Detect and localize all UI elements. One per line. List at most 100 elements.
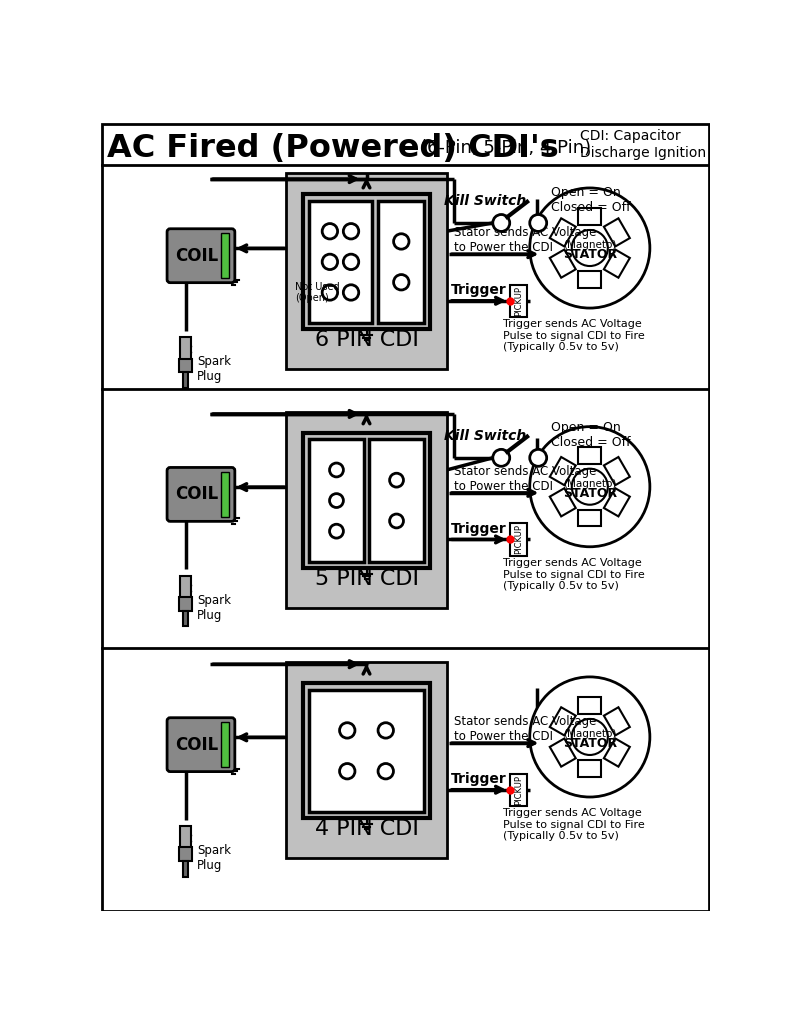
Circle shape [530, 677, 650, 797]
Text: Trigger sends AC Voltage
Pulse to signal CDI to Fire
(Typically 0.5v to 5v): Trigger sends AC Voltage Pulse to signal… [503, 319, 645, 352]
Text: Stator sends AC Voltage
to Power the CDI: Stator sends AC Voltage to Power the CDI [453, 715, 596, 743]
Text: Kill Switch: Kill Switch [444, 195, 526, 209]
Bar [221, 233, 229, 279]
Bar [578, 510, 601, 526]
Text: Kill Switch: Kill Switch [444, 429, 526, 443]
Circle shape [390, 473, 403, 487]
Bar [303, 683, 430, 818]
Bar [578, 208, 601, 225]
Circle shape [572, 230, 607, 266]
Text: Stator sends AC Voltage
to Power the CDI: Stator sends AC Voltage to Power the CDI [453, 465, 596, 493]
FancyBboxPatch shape [167, 467, 235, 521]
Bar [578, 760, 601, 776]
Text: Stator sends AC Voltage
to Power the CDI: Stator sends AC Voltage to Power the CDI [453, 226, 596, 254]
Text: STATOR: STATOR [562, 487, 617, 500]
Text: COIL: COIL [176, 247, 219, 265]
Circle shape [343, 223, 359, 239]
Bar [180, 358, 191, 373]
Bar [604, 708, 630, 735]
Bar [378, 201, 424, 324]
Text: CDI: Capacitor
Discharge Ignition: CDI: Capacitor Discharge Ignition [580, 129, 706, 160]
Circle shape [394, 274, 409, 290]
Bar [510, 523, 528, 556]
Bar [180, 337, 191, 360]
Text: Trigger: Trigger [451, 772, 507, 786]
Circle shape [493, 450, 509, 466]
Text: PICKUP: PICKUP [514, 286, 524, 315]
Bar [550, 488, 576, 516]
Bar [578, 697, 601, 714]
Text: Trigger sends AC Voltage
Pulse to signal CDI to Fire
(Typically 0.5v to 5v): Trigger sends AC Voltage Pulse to signal… [503, 808, 645, 842]
Circle shape [390, 514, 403, 528]
Bar [221, 722, 229, 767]
Bar [550, 218, 576, 247]
Text: COIL: COIL [176, 735, 219, 754]
Circle shape [330, 494, 343, 508]
Bar [550, 457, 576, 485]
Circle shape [322, 223, 338, 239]
Circle shape [330, 463, 343, 477]
Bar [286, 662, 448, 858]
Circle shape [378, 764, 393, 779]
Bar [180, 848, 191, 861]
Bar [604, 738, 630, 767]
Bar [578, 270, 601, 288]
Text: (Magneto): (Magneto) [563, 729, 616, 739]
Circle shape [572, 719, 607, 755]
Bar [221, 472, 229, 517]
Circle shape [322, 254, 338, 269]
Text: Open = On
Closed = Off: Open = On Closed = Off [551, 421, 631, 449]
Text: PICKUP: PICKUP [514, 775, 524, 805]
Bar [184, 373, 188, 388]
Text: Open = On
Closed = Off: Open = On Closed = Off [551, 186, 631, 214]
Text: Trigger: Trigger [451, 521, 507, 536]
Circle shape [530, 214, 547, 231]
Bar [604, 488, 630, 516]
Text: Not Used
(Open): Not Used (Open) [295, 282, 339, 303]
Bar [510, 285, 528, 316]
Circle shape [330, 524, 343, 538]
Text: STATOR: STATOR [562, 249, 617, 261]
Bar [550, 708, 576, 735]
Text: Trigger: Trigger [451, 283, 507, 297]
FancyBboxPatch shape [167, 718, 235, 772]
Circle shape [339, 723, 355, 738]
FancyBboxPatch shape [167, 228, 235, 283]
Circle shape [378, 723, 393, 738]
Bar [308, 439, 364, 562]
Text: Spark
Plug: Spark Plug [197, 594, 231, 622]
Bar [308, 201, 373, 324]
Text: STATOR: STATOR [562, 737, 617, 751]
Bar [550, 250, 576, 278]
Text: Spark
Plug: Spark Plug [197, 355, 231, 383]
Bar [180, 826, 191, 849]
Circle shape [394, 233, 409, 249]
Circle shape [530, 427, 650, 547]
Bar [604, 218, 630, 247]
Circle shape [493, 214, 509, 231]
Text: Trigger sends AC Voltage
Pulse to signal CDI to Fire
(Typically 0.5v to 5v): Trigger sends AC Voltage Pulse to signal… [503, 558, 645, 591]
Text: COIL: COIL [176, 485, 219, 504]
Text: (6-Pin, 5-Pin, 4 Pin): (6-Pin, 5-Pin, 4 Pin) [420, 139, 592, 158]
Circle shape [530, 450, 547, 466]
Text: 4 PIN CDI: 4 PIN CDI [315, 819, 418, 839]
Circle shape [572, 469, 607, 505]
Bar [308, 689, 424, 812]
Bar [604, 457, 630, 485]
Bar [510, 773, 528, 806]
Circle shape [322, 285, 338, 300]
Text: (Magneto): (Magneto) [563, 478, 616, 488]
Text: 5 PIN CDI: 5 PIN CDI [315, 568, 418, 589]
Text: AC Fired (Powered) CDI's: AC Fired (Powered) CDI's [107, 133, 558, 164]
Circle shape [343, 285, 359, 300]
Bar [286, 412, 448, 608]
Bar [369, 439, 424, 562]
Text: PICKUP: PICKUP [514, 524, 524, 554]
Bar [303, 195, 430, 330]
Circle shape [530, 188, 650, 308]
Bar [303, 433, 430, 568]
Bar [578, 447, 601, 464]
Bar [604, 250, 630, 278]
Bar [550, 738, 576, 767]
Text: (Magneto): (Magneto) [563, 240, 616, 250]
